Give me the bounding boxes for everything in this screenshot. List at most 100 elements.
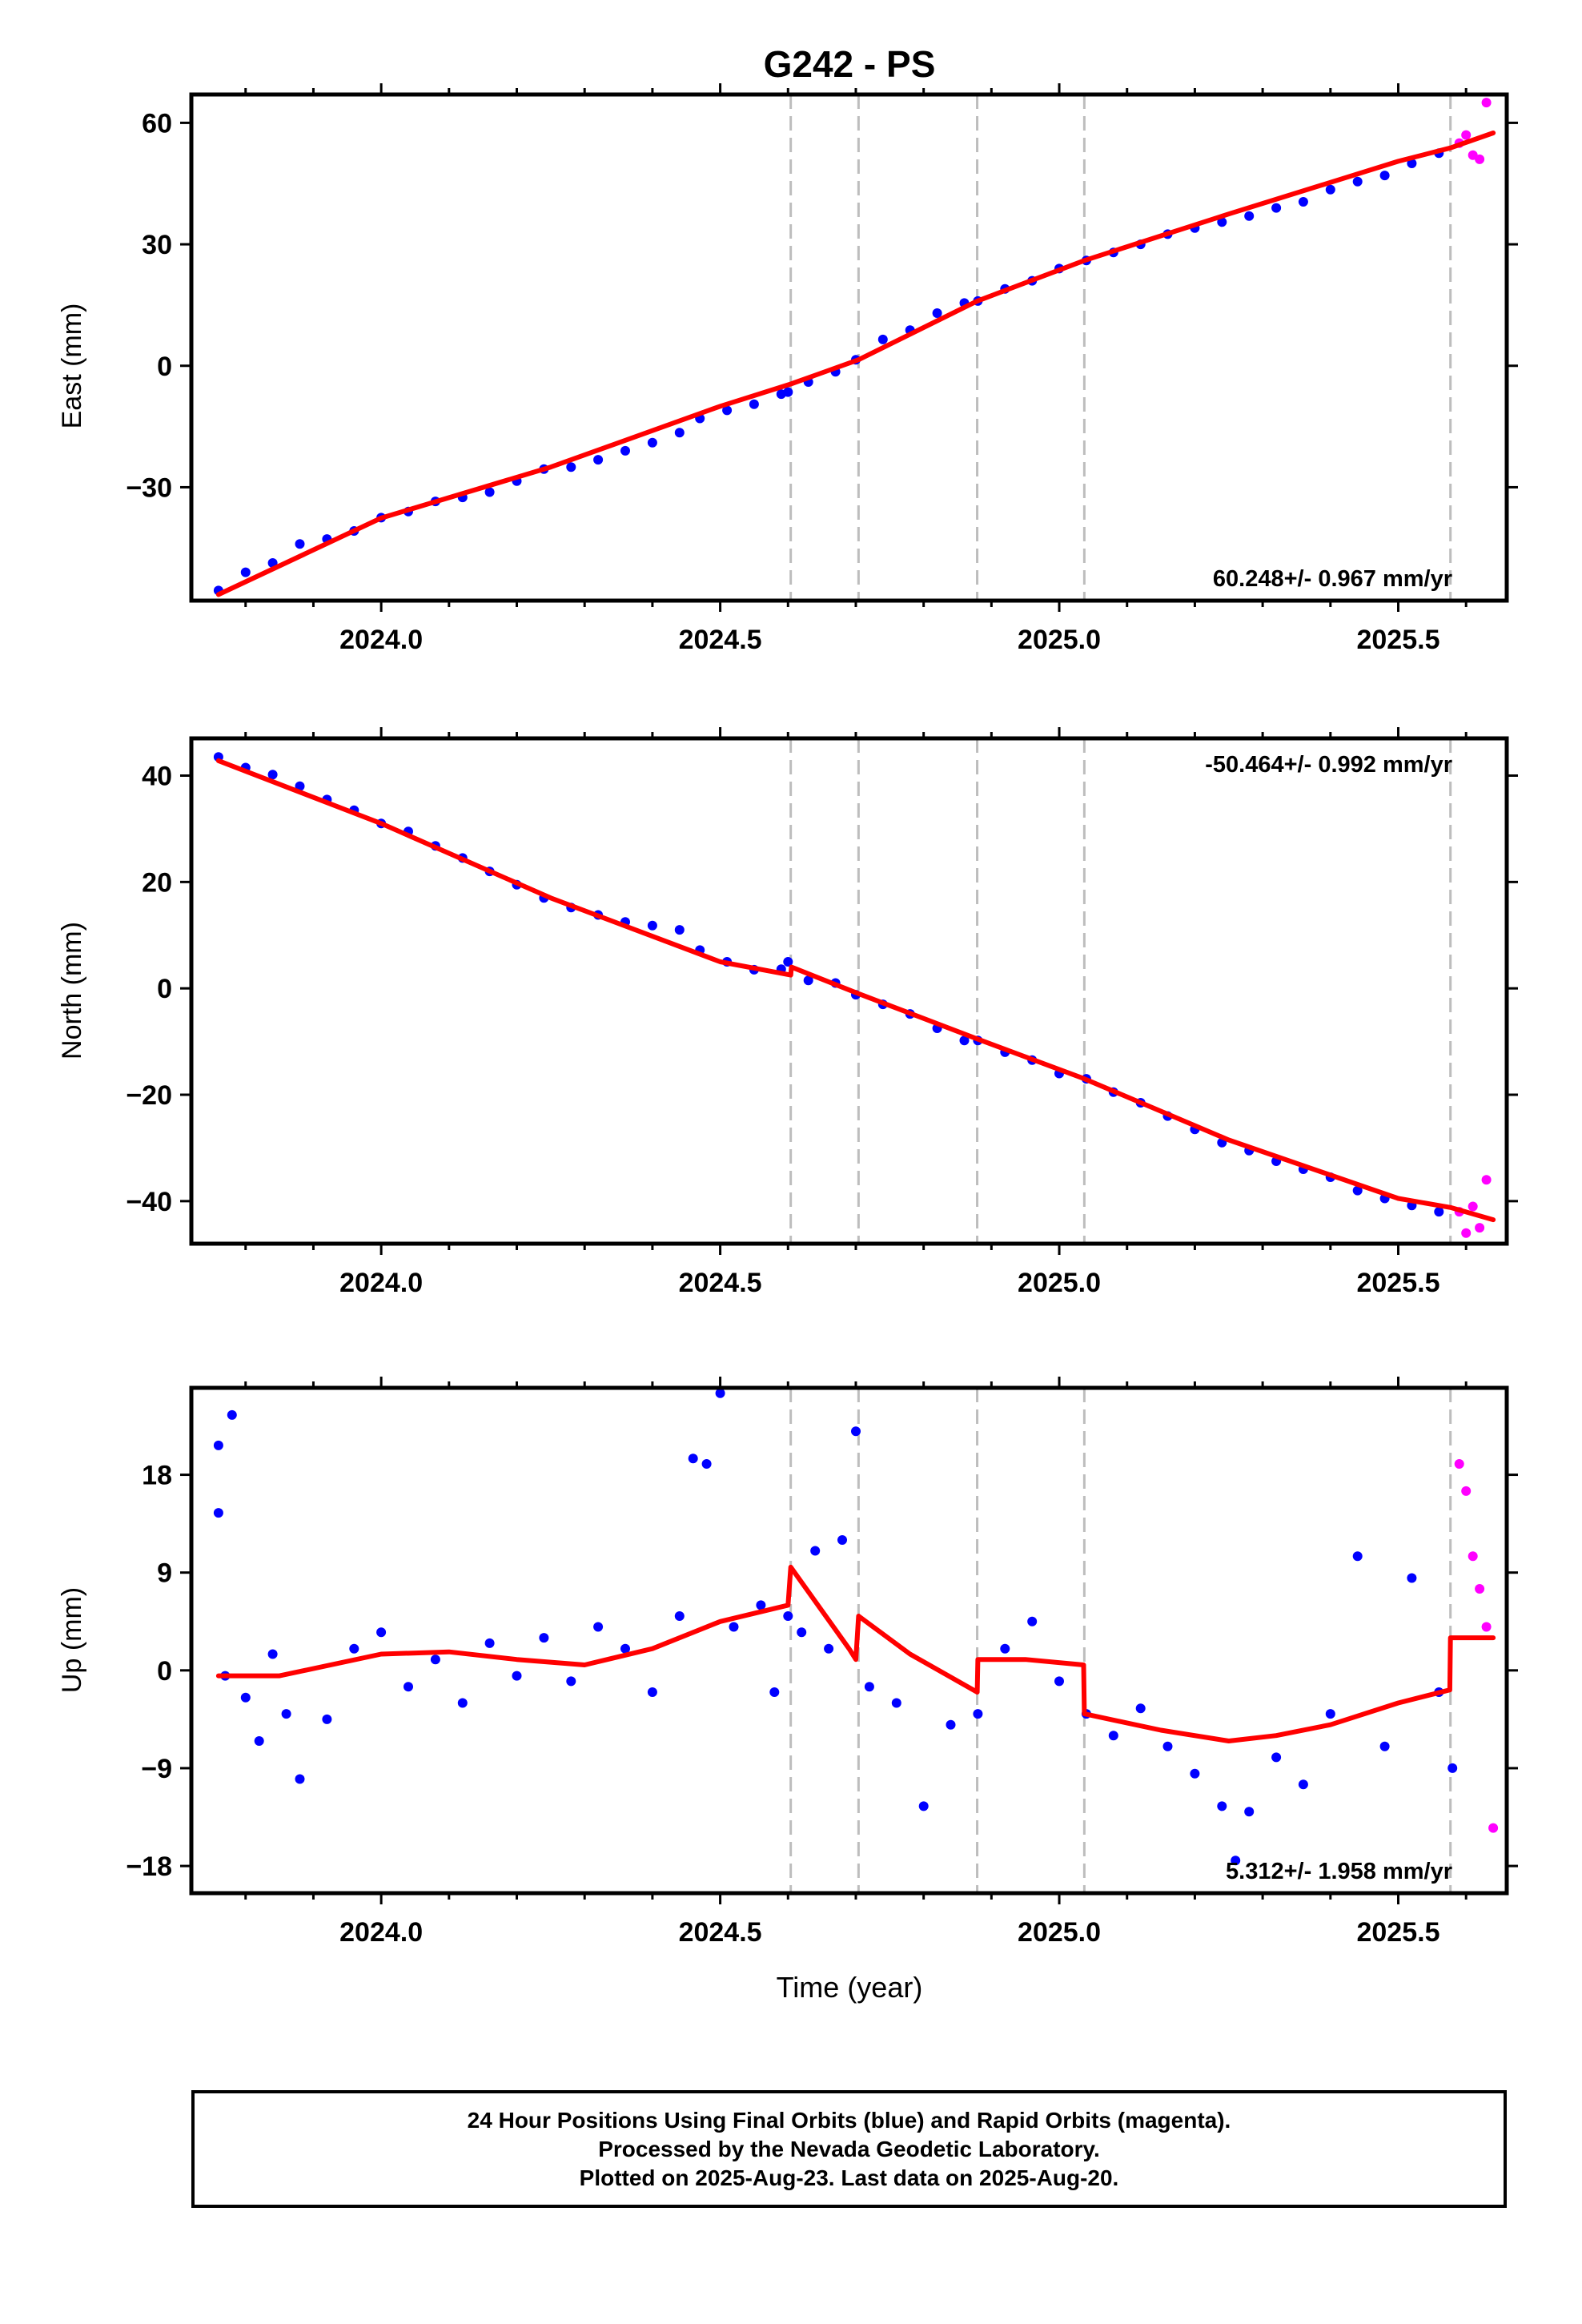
north-ytick-label: 0 (157, 974, 172, 1004)
east-point-final-16 (647, 437, 657, 448)
up-point-final-4 (240, 1692, 251, 1703)
east-point-final-28 (932, 308, 942, 318)
east-rate-label: 60.248+/- 0.967 mm/yr (1213, 566, 1452, 592)
caption-line-2: Processed by the Nevada Geodetic Laborat… (598, 2136, 1100, 2161)
up-point-final-10 (349, 1643, 359, 1654)
up-point-final-15 (484, 1638, 495, 1648)
east-ytick-label: −30 (126, 472, 172, 503)
east-xtick-label: 2024.5 (679, 625, 762, 655)
up-point-final-50 (1244, 1807, 1255, 1817)
east-point-final-44 (1352, 176, 1363, 187)
x-axis-title: Time (year) (777, 1971, 923, 2004)
up-point-final-54 (1352, 1551, 1363, 1562)
east-model-line (215, 131, 1496, 597)
up-point-final-53 (1325, 1709, 1335, 1719)
north-ytick-label: 40 (142, 761, 172, 791)
east-point-final-45 (1379, 171, 1390, 181)
east-xtick-label: 2025.0 (1018, 625, 1101, 655)
up-point-final-21 (647, 1687, 657, 1697)
up-point-final-39 (973, 1709, 983, 1719)
north-point-final-44 (1352, 1185, 1363, 1196)
east-point-rapid-4 (1481, 98, 1492, 108)
up-point-final-26 (729, 1622, 739, 1632)
up-point-final-51 (1271, 1752, 1282, 1763)
up-point-final-17 (539, 1633, 549, 1643)
up-point-final-58 (1447, 1763, 1458, 1773)
east-y-axis-label: East (mm) (57, 304, 87, 429)
caption-line-1: 24 Hour Positions Using Final Orbits (bl… (467, 2107, 1231, 2133)
up-point-final-38 (946, 1719, 956, 1730)
up-point-final-41 (1027, 1616, 1038, 1626)
north-point-final-16 (647, 920, 657, 931)
up-point-final-6 (267, 1649, 278, 1659)
east-point-final-14 (593, 455, 604, 465)
north-rate-label: -50.464+/- 0.992 mm/yr (1205, 752, 1452, 778)
up-point-final-5 (254, 1736, 264, 1746)
east-point-final-1 (240, 567, 251, 577)
panel-up: 2024.0 2024.5 2025.0 2025.5 −18 −9 0 9 18 Up (mm)… (57, 1377, 1518, 1948)
up-xtick-label: 2025.0 (1018, 1917, 1101, 1948)
up-point-final-55 (1379, 1741, 1390, 1751)
north-ytick-label: −40 (126, 1187, 172, 1217)
figure-title: G242 - PS (764, 43, 936, 85)
up-xtick-label: 2025.5 (1356, 1917, 1439, 1948)
up-point-final-45 (1135, 1703, 1146, 1714)
up-ytick-label: 18 (142, 1461, 172, 1491)
up-point-final-12 (404, 1682, 413, 1692)
up-point-final-14 (457, 1698, 468, 1708)
east-ytick-label: 30 (142, 230, 172, 260)
up-point-final-20 (620, 1643, 630, 1654)
up-point-final-35 (864, 1682, 874, 1692)
north-xtick-label: 2024.5 (679, 1268, 762, 1298)
north-xtick-label: 2025.0 (1018, 1268, 1101, 1298)
east-xtick-label: 2024.0 (339, 625, 423, 655)
east-ytick-label: 0 (157, 352, 172, 382)
up-point-final-36 (891, 1698, 901, 1708)
east-point-final-15 (620, 445, 630, 456)
up-point-final-1 (213, 1440, 223, 1450)
up-point-final-0 (213, 1508, 223, 1518)
up-point-final-52 (1298, 1779, 1308, 1790)
up-frame (189, 1385, 1509, 1896)
east-plot-area (191, 94, 1507, 601)
up-point-final-30 (797, 1627, 807, 1638)
up-point-final-28 (769, 1687, 780, 1697)
north-xtick-label: 2025.5 (1356, 1268, 1439, 1298)
up-point-final-8 (295, 1774, 305, 1784)
panel-east: 2024.0 2024.5 2025.0 2025.5 −30 0 30 60 East (mm… (57, 83, 1518, 655)
north-point-final-2 (267, 770, 278, 780)
east-point-final-41 (1271, 203, 1282, 213)
up-ytick-label: −9 (141, 1754, 172, 1784)
up-point-final-22 (674, 1611, 685, 1621)
north-point-final-22 (783, 957, 793, 967)
up-point-final-16 (512, 1671, 522, 1681)
up-point-final-18 (566, 1676, 576, 1687)
up-point-final-11 (376, 1627, 387, 1638)
north-point-rapid-1 (1461, 1228, 1472, 1238)
east-point-final-46 (1407, 159, 1417, 168)
north-point-final-47 (1434, 1207, 1444, 1217)
up-point-final-56 (1407, 1573, 1417, 1583)
north-point-rapid-2 (1468, 1201, 1478, 1212)
up-point-final-27 (756, 1600, 766, 1610)
up-ytick-label: 0 (157, 1656, 172, 1687)
up-point-final-9 (322, 1714, 332, 1724)
east-point-final-39 (1217, 217, 1227, 227)
up-point-final-34 (851, 1426, 861, 1437)
up-model-line (215, 1564, 1496, 1743)
up-point-rapid-5 (1488, 1823, 1499, 1833)
east-point-final-13 (566, 462, 576, 472)
north-ytick-label: 20 (142, 867, 172, 898)
north-model-line (215, 758, 1496, 1223)
up-point-final-7 (281, 1709, 291, 1719)
up-ytick-label: 9 (157, 1558, 172, 1589)
up-point-final-24 (701, 1459, 712, 1469)
up-xtick-label: 2024.5 (679, 1917, 762, 1948)
up-point-rapid-4 (1481, 1622, 1492, 1632)
north-point-rapid-4 (1481, 1175, 1492, 1185)
up-point-final-42 (1054, 1676, 1064, 1687)
east-point-final-43 (1325, 184, 1335, 195)
east-point-final-17 (674, 428, 685, 438)
caption-box: 24 Hour Positions Using Final Orbits (bl… (191, 2090, 1507, 2208)
